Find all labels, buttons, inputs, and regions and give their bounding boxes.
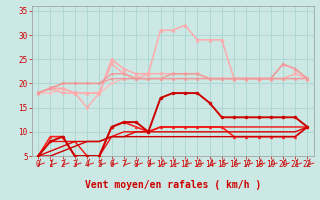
X-axis label: Vent moyen/en rafales ( km/h ): Vent moyen/en rafales ( km/h )	[85, 180, 261, 190]
